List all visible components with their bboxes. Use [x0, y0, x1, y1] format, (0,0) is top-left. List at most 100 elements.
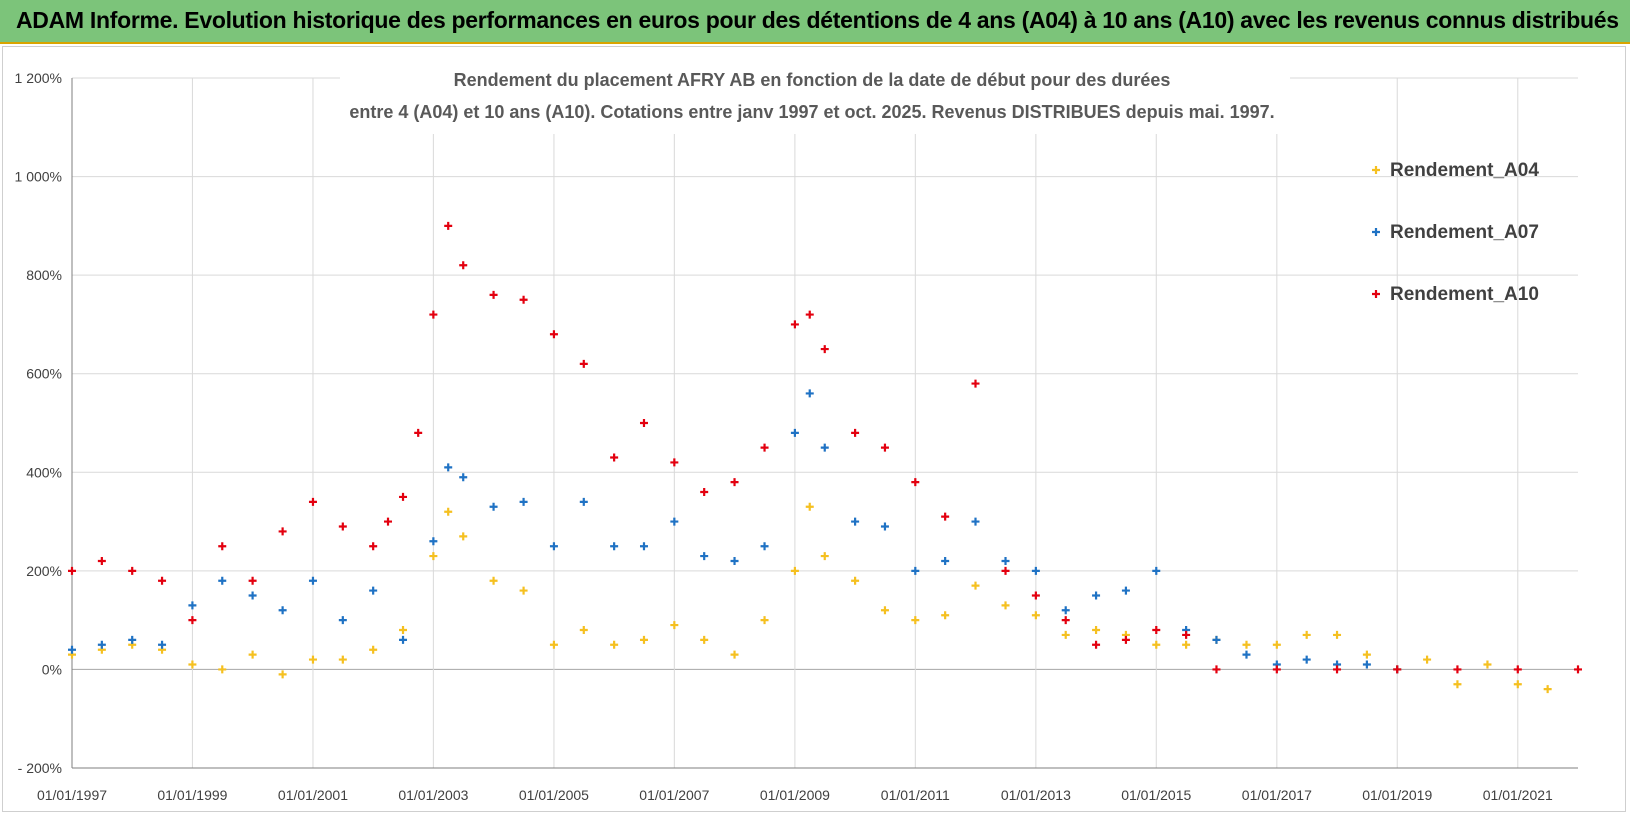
data-point [1182, 630, 1191, 639]
data-point [444, 463, 453, 472]
data-point [1543, 685, 1552, 694]
legend-marker [1372, 166, 1380, 174]
data-point [790, 320, 799, 329]
data-point [760, 443, 769, 452]
data-point [128, 635, 137, 644]
data-point [399, 492, 408, 501]
data-point [1272, 665, 1281, 674]
data-point [700, 635, 709, 644]
data-point [248, 576, 257, 585]
data-point [639, 635, 648, 644]
data-point [1212, 635, 1221, 644]
series-Rendement_A07 [68, 389, 1402, 674]
data-point [1031, 566, 1040, 575]
data-point [308, 655, 317, 664]
data-point [519, 295, 528, 304]
data-point [941, 557, 950, 565]
data-point [1242, 650, 1251, 659]
data-point [1152, 566, 1161, 575]
x-tick-label: 01/01/2003 [398, 787, 468, 803]
data-point [248, 650, 257, 659]
data-point [459, 473, 468, 482]
data-point [188, 601, 197, 610]
data-point [429, 552, 438, 561]
data-point [1362, 660, 1371, 669]
x-tick-label: 01/01/2017 [1242, 787, 1312, 803]
data-point [384, 517, 393, 526]
data-point [1483, 660, 1492, 669]
legend-item: Rendement_A04 [1372, 160, 1539, 181]
banner-title: ADAM Informe. Evolution historique des p… [16, 7, 1619, 33]
data-point [399, 635, 408, 644]
legend-item: Rendement_A10 [1372, 284, 1539, 305]
legend: Rendement_A04 Rendement_A07 Rendement_A10 [1372, 160, 1539, 305]
data-point [790, 428, 799, 437]
data-point [760, 542, 769, 551]
x-tick-label: 01/01/2011 [881, 787, 950, 803]
data-point [429, 310, 438, 319]
data-point [218, 665, 227, 674]
data-point [610, 453, 619, 462]
data-point [579, 497, 588, 506]
series-Rendement_A04 [68, 502, 1552, 694]
data-point [971, 517, 980, 526]
data-point [549, 330, 558, 339]
data-point [1061, 616, 1070, 625]
data-point [851, 576, 860, 585]
data-point [1031, 611, 1040, 620]
data-point [369, 542, 378, 551]
data-point [730, 478, 739, 487]
y-tick-label: 1 000% [15, 169, 62, 185]
data-point [971, 379, 980, 388]
data-point [489, 576, 498, 585]
x-tick-label: 01/01/2019 [1362, 787, 1432, 803]
y-tick-label: 400% [26, 464, 62, 480]
data-points [68, 221, 1582, 694]
chart-frame [2, 46, 1626, 812]
chart-title-line1: Rendement du placement AFRY AB en foncti… [454, 70, 1171, 90]
data-point [369, 586, 378, 595]
data-point [1152, 640, 1161, 649]
data-point [820, 345, 829, 354]
data-point [549, 542, 558, 551]
data-point [941, 611, 950, 620]
data-point [414, 428, 423, 437]
data-point [97, 640, 106, 649]
y-tick-label: 600% [26, 366, 62, 382]
y-tick-label: 200% [26, 563, 62, 579]
data-point [579, 359, 588, 368]
y-tick-label: 800% [26, 267, 62, 283]
data-point [851, 517, 860, 526]
data-point [1061, 630, 1070, 639]
data-point [971, 581, 980, 590]
data-point [429, 537, 438, 546]
data-point [851, 428, 860, 437]
data-point [338, 655, 347, 664]
data-point [338, 522, 347, 531]
data-point [399, 626, 408, 634]
data-point [248, 591, 257, 600]
x-tick-label: 01/01/2005 [519, 787, 589, 803]
data-point [639, 419, 648, 427]
data-point [610, 542, 619, 551]
data-point [188, 616, 197, 625]
data-point [158, 576, 167, 585]
data-point [459, 261, 468, 270]
data-point [444, 507, 453, 516]
legend-marker [1372, 290, 1380, 298]
data-point [278, 606, 287, 615]
data-point [1152, 626, 1161, 634]
data-point [1001, 557, 1010, 565]
report-banner: ADAM Informe. Evolution historique des p… [0, 0, 1630, 44]
data-point [1242, 640, 1251, 649]
data-point [68, 566, 76, 575]
data-point [549, 640, 558, 649]
data-point [730, 650, 739, 659]
data-point [1092, 640, 1101, 649]
x-tick-label: 01/01/2007 [639, 787, 709, 803]
data-point [1302, 655, 1311, 664]
data-point [308, 497, 317, 506]
data-point [880, 443, 889, 452]
data-point [308, 576, 317, 585]
